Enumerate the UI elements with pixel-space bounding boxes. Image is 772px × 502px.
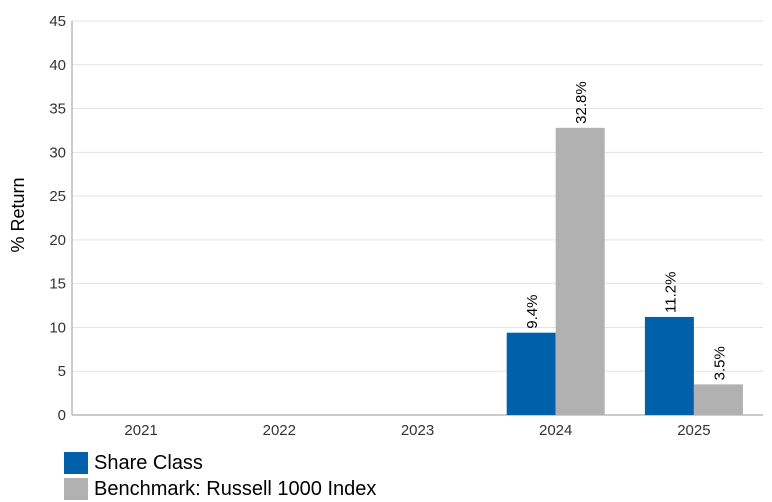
legend-label-benchmark: Benchmark: Russell 1000 Index [94,477,377,500]
y-tick-label: 30 [49,144,66,161]
legend-item-share-class: Share Class [64,450,376,476]
x-tick-label: 2025 [677,422,710,439]
y-tick-label: 10 [49,319,66,336]
data-label: 32.8% [573,81,590,124]
y-tick-label: 40 [49,57,66,74]
legend-label-share-class: Share Class [94,451,203,474]
data-label: 9.4% [524,294,541,328]
legend-swatch-share-class [64,452,88,474]
bar [693,384,743,415]
y-tick-label: 20 [49,232,66,249]
legend-item-benchmark: Benchmark: Russell 1000 Index [64,476,376,502]
x-tick-label: 2024 [539,422,572,439]
bar [644,316,694,415]
gridlines [72,20,763,372]
legend: Share Class Benchmark: Russell 1000 Inde… [64,450,376,502]
data-label: 11.2% [662,272,679,313]
x-tick-label: 2023 [401,422,434,439]
y-tick-label: 45 [49,13,66,30]
y-tick-label: 0 [58,407,66,424]
x-tick-label: 2022 [263,422,296,439]
data-label: 3.5% [711,346,728,380]
bar [506,332,556,415]
bar [555,127,605,415]
legend-swatch-benchmark [64,478,88,500]
y-tick-label: 15 [49,276,66,293]
y-tick-label: 25 [49,188,66,205]
y-axis-label: % Return [8,177,28,252]
data-labels: 9.4% 32.8% 11.2% 3.5% [524,81,728,380]
bars [506,127,743,415]
y-tick-label: 5 [58,363,66,380]
x-tick-label: 2021 [124,422,157,439]
y-tick-label: 35 [49,101,66,118]
